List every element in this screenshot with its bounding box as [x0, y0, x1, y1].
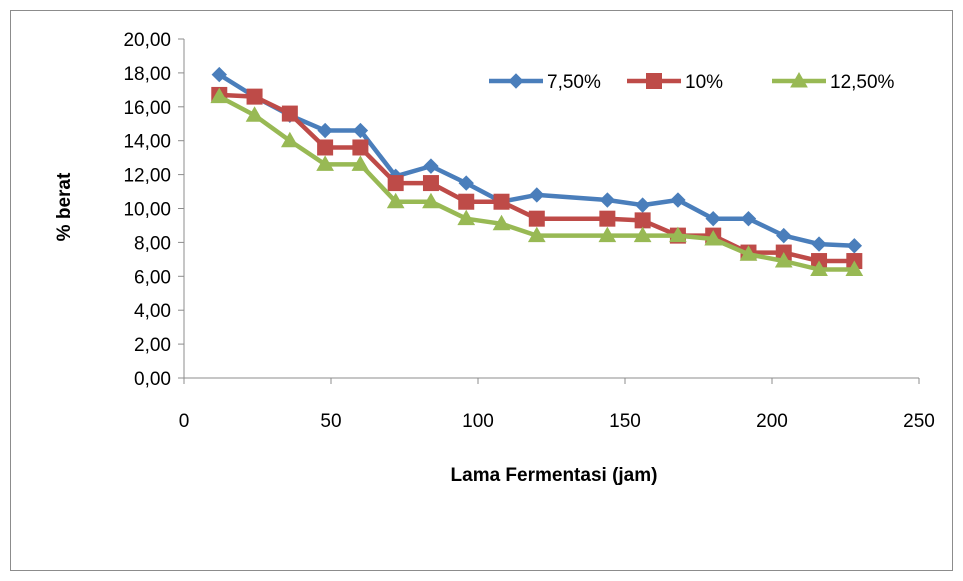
data-point [740, 210, 757, 227]
plot-area: 0,00 2,00 4,00 6,00 8,00 10,00 12,00 14,00 16,00… [123, 30, 934, 432]
data-point [704, 230, 723, 246]
data-point [352, 139, 369, 156]
y-tick-label: 8,00 [134, 233, 171, 254]
series-line [218, 94, 855, 272]
data-point [492, 214, 511, 231]
data-point [422, 192, 440, 209]
data-point [528, 210, 545, 227]
y-tick-label: 12,00 [123, 166, 171, 187]
data-point [776, 227, 792, 244]
data-point [705, 210, 721, 227]
data-point [811, 236, 827, 252]
legend-marker [790, 71, 808, 88]
data-point [387, 175, 404, 192]
data-point [281, 105, 298, 122]
data-point [386, 192, 405, 209]
y-tick-label: 2,00 [134, 335, 171, 356]
x-tick-label: 250 [903, 411, 935, 432]
data-point [846, 238, 863, 254]
x-tick-label: 200 [756, 411, 788, 432]
legend-marker [508, 73, 524, 89]
data-point [634, 212, 651, 229]
x-tick-label: 150 [609, 411, 641, 432]
legend-label: 12,50% [830, 72, 895, 93]
y-tick-label: 6,00 [134, 267, 171, 288]
data-point [210, 87, 229, 104]
x-tick-label: 100 [462, 411, 494, 432]
x-tick-label: 0 [179, 411, 190, 432]
data-point [457, 209, 476, 226]
y-tick-label: 16,00 [123, 98, 171, 119]
data-point [316, 155, 334, 171]
data-point [774, 252, 793, 268]
data-point [422, 175, 439, 192]
data-point [529, 187, 545, 203]
x-tick-label: 50 [320, 411, 341, 432]
legend-label: 7,50% [547, 72, 601, 93]
data-point [599, 192, 616, 208]
y-tick-label: 10,00 [123, 200, 171, 221]
y-tick-label: 18,00 [123, 64, 171, 85]
data-point [280, 131, 299, 148]
data-point [845, 260, 864, 277]
series-line [218, 72, 855, 249]
y-tick-label: 0,00 [134, 369, 171, 390]
data-point [739, 245, 758, 261]
data-point [633, 226, 652, 243]
data-point [352, 122, 369, 139]
data-point [493, 193, 510, 210]
data-point [599, 210, 616, 227]
data-point [458, 175, 474, 191]
data-point [245, 106, 264, 122]
legend: 7,50% 10% 12,50% [489, 71, 895, 93]
data-point [598, 226, 617, 243]
data-point [317, 139, 334, 156]
y-tick-label: 20,00 [123, 30, 171, 51]
data-point [527, 226, 546, 243]
data-point [423, 158, 439, 174]
data-point [317, 122, 333, 139]
data-point [670, 192, 686, 208]
legend-marker [646, 73, 662, 89]
data-point [351, 155, 370, 171]
data-point [810, 260, 828, 277]
data-point [634, 197, 651, 213]
chart-border [10, 10, 953, 571]
data-point [246, 88, 263, 105]
y-tick-label: 14,00 [123, 132, 171, 153]
x-axis-title: Lama Fermentasi (jam) [451, 465, 658, 486]
y-tick-label: 4,00 [134, 301, 171, 322]
legend-label: 10% [685, 72, 723, 93]
data-point [458, 193, 475, 210]
y-axis-title: % berat [54, 172, 75, 241]
data-point [669, 226, 687, 243]
data-point [211, 66, 227, 83]
